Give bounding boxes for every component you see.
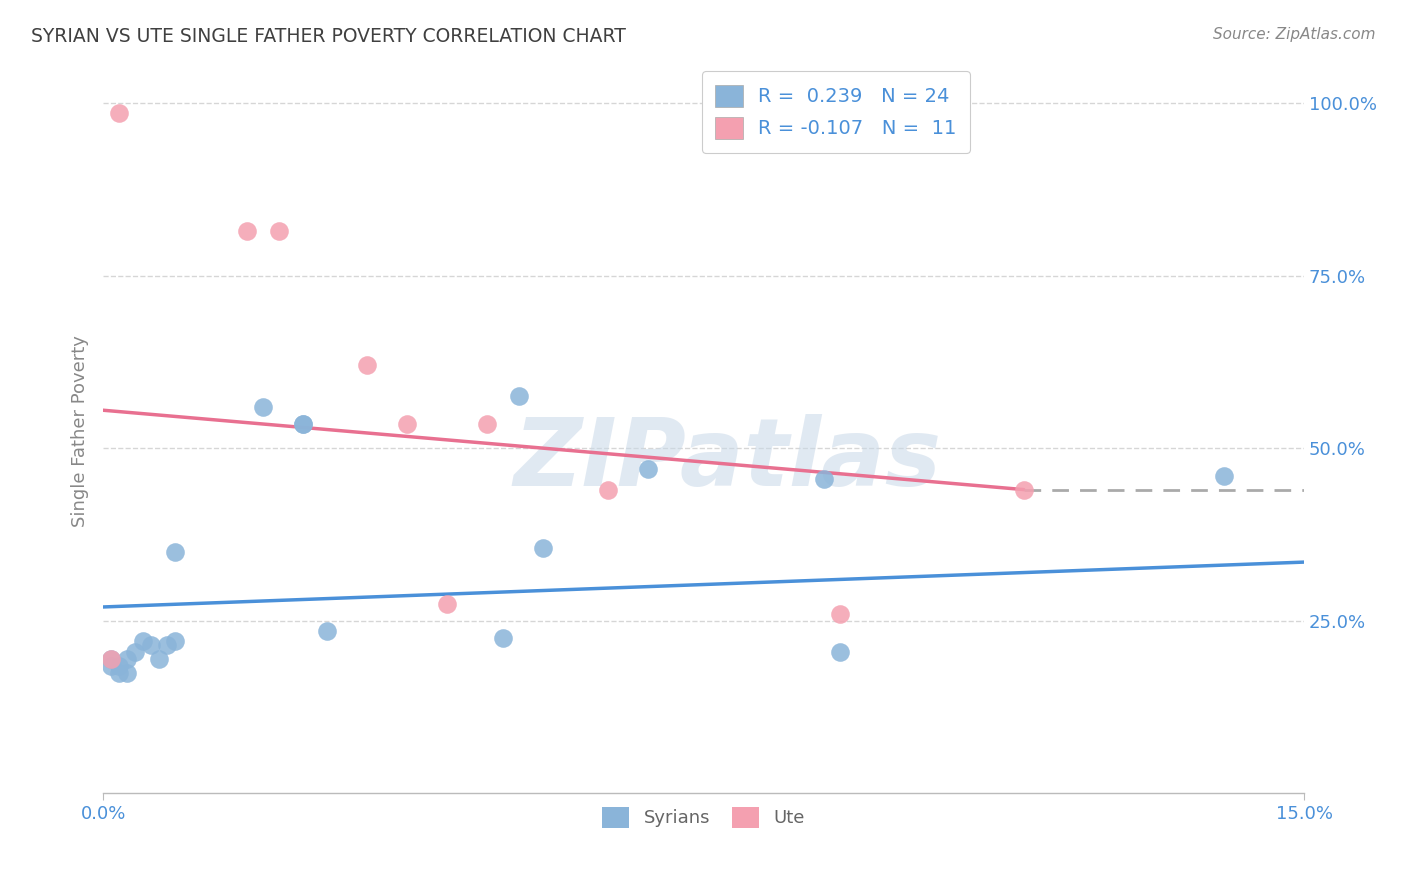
Legend: Syrians, Ute: Syrians, Ute bbox=[595, 800, 813, 835]
Point bbox=[828, 607, 851, 621]
Text: ZIPatlas: ZIPatlas bbox=[513, 414, 942, 506]
Point bbox=[396, 417, 419, 431]
Point bbox=[508, 389, 530, 403]
Point bbox=[148, 651, 170, 665]
Point bbox=[108, 658, 131, 673]
Point bbox=[165, 545, 187, 559]
Point bbox=[124, 645, 146, 659]
Point bbox=[436, 597, 458, 611]
Point bbox=[292, 417, 315, 431]
Point bbox=[813, 472, 835, 486]
Point bbox=[141, 638, 163, 652]
Point bbox=[108, 665, 131, 680]
Point bbox=[477, 417, 499, 431]
Point bbox=[596, 483, 619, 497]
Point bbox=[1213, 468, 1236, 483]
Point bbox=[132, 634, 155, 648]
Point bbox=[115, 651, 138, 665]
Point bbox=[165, 634, 187, 648]
Point bbox=[100, 651, 122, 665]
Point bbox=[316, 624, 339, 639]
Point bbox=[492, 631, 515, 645]
Point bbox=[100, 651, 122, 665]
Point bbox=[100, 658, 122, 673]
Point bbox=[236, 224, 259, 238]
Point bbox=[356, 359, 378, 373]
Point bbox=[108, 106, 131, 120]
Point bbox=[637, 462, 659, 476]
Point bbox=[1012, 483, 1035, 497]
Point bbox=[115, 665, 138, 680]
Text: Source: ZipAtlas.com: Source: ZipAtlas.com bbox=[1212, 27, 1375, 42]
Point bbox=[533, 541, 555, 556]
Point bbox=[292, 417, 315, 431]
Y-axis label: Single Father Poverty: Single Father Poverty bbox=[72, 335, 89, 527]
Text: SYRIAN VS UTE SINGLE FATHER POVERTY CORRELATION CHART: SYRIAN VS UTE SINGLE FATHER POVERTY CORR… bbox=[31, 27, 626, 45]
Point bbox=[156, 638, 179, 652]
Point bbox=[252, 400, 274, 414]
Point bbox=[828, 645, 851, 659]
Point bbox=[269, 224, 291, 238]
